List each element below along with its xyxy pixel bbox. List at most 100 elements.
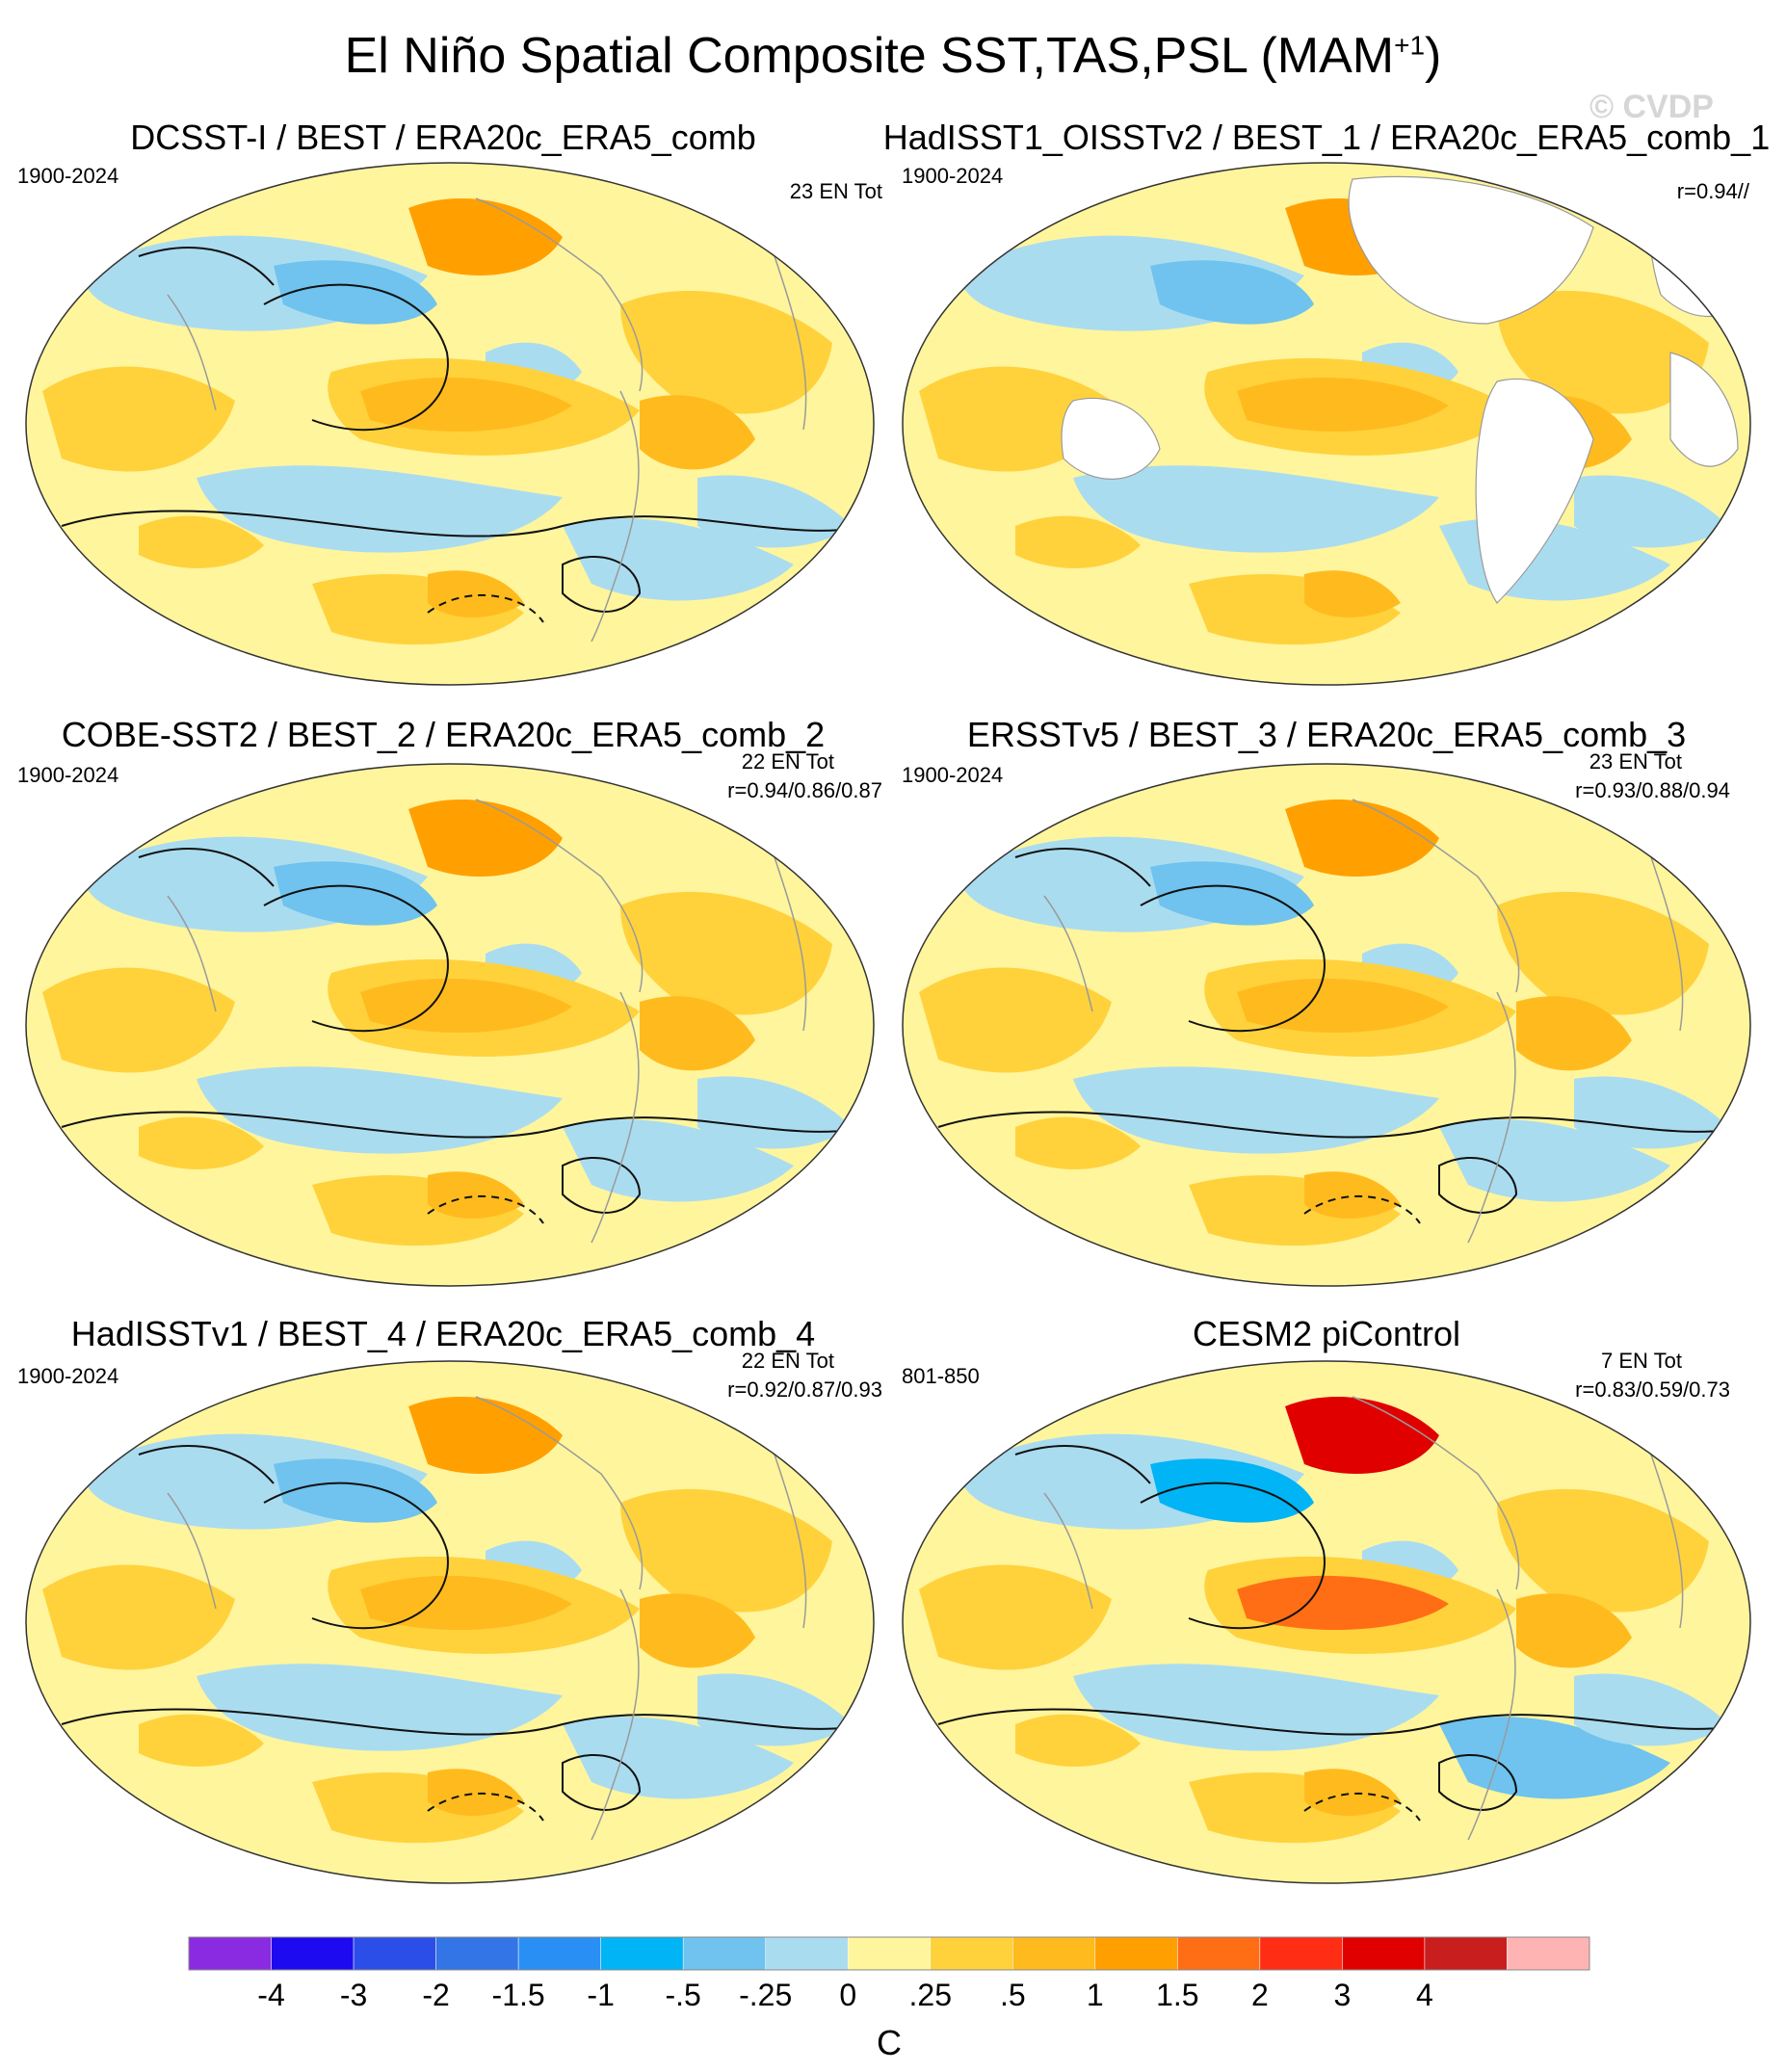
psl-contour-2: [263, 283, 449, 432]
anomaly-region-6: [42, 1564, 235, 1670]
coastline-1: [1352, 799, 1520, 993]
panel-5-title: HadISSTv1 / BEST_4 / ERA20c_ERA5_comb_4: [70, 1314, 816, 1353]
psl-contour-4: [427, 1792, 544, 1822]
anomaly-region-3: [1073, 1664, 1439, 1751]
anomaly-region-8: [1237, 377, 1449, 432]
anomaly-region-6: [919, 1564, 1112, 1670]
colorbar-frame: [188, 1936, 1590, 1971]
psl-contour-2: [263, 884, 449, 1033]
panel-2-map: [902, 162, 1751, 686]
psl-contour-2: [1140, 1482, 1326, 1630]
colorbar-swatch-14: [1259, 1936, 1343, 1971]
anomaly-region-10: [1497, 1488, 1709, 1613]
anomaly-region-14: [139, 1714, 264, 1767]
psl-contour-5: [1014, 848, 1151, 887]
psl-contour-1: [937, 1708, 1748, 1736]
coastline-1: [475, 799, 643, 993]
psl-contour-4: [427, 593, 544, 623]
colorbar-swatch-3: [353, 1936, 436, 1971]
colorbar-tick-label: .5: [999, 1978, 1026, 2012]
map-frame: [902, 1360, 1751, 1884]
land-mask-1: [1348, 175, 1594, 325]
anomaly-region-13: [428, 1769, 524, 1816]
coastline-2: [1467, 1588, 1516, 1841]
anomaly-region-2: [1150, 861, 1314, 926]
colorbar-tick-label: 2: [1250, 1978, 1269, 2012]
map-frame: [25, 1360, 875, 1884]
psl-contour-3: [562, 555, 642, 613]
psl-contour-5: [138, 247, 275, 286]
coastline-3: [167, 1492, 217, 1610]
colorbar-tick-label: -3: [339, 1978, 368, 2012]
panel-4-title: ERSSTv5 / BEST_3 / ERA20c_ERA5_comb_3: [966, 715, 1687, 754]
anomaly-region-13: [428, 1171, 524, 1219]
coastline-2: [1467, 991, 1516, 1244]
psl-contour-5: [1014, 1445, 1151, 1484]
panel-1-title: DCSST-I / BEST / ERA20c_ERA5_comb: [130, 118, 756, 157]
panel-2-title: HadISST1_OISSTv2 / BEST_1 / ERA20c_ERA5_…: [882, 118, 1771, 157]
map-frame: [902, 763, 1751, 1287]
anomaly-region-15: [1574, 1673, 1728, 1746]
panel-2-corr: r=0.94//: [1676, 179, 1749, 203]
psl-contour-2: [1140, 884, 1326, 1033]
coastline-4: [774, 856, 807, 1032]
anomaly-region-11: [640, 996, 755, 1071]
panel-4-count: 23 EN Tot: [1589, 749, 1682, 774]
colorbar-swatch-9: [847, 1936, 932, 1971]
panel-1-map: [25, 162, 875, 686]
anomaly-region-4: [563, 1119, 794, 1202]
anomaly-region-6: [919, 967, 1112, 1073]
anomaly-region-11: [640, 1593, 755, 1668]
anomaly-region-6: [42, 366, 235, 472]
colorbar-swatch-10: [930, 1936, 1013, 1971]
panel-5-period: 1900-2024: [17, 1364, 119, 1388]
anomaly-region-10: [1497, 891, 1709, 1015]
panel-1-count: 23 EN Tot: [789, 179, 882, 203]
colorbar-swatch-13: [1177, 1936, 1261, 1971]
psl-contour-4: [427, 1194, 544, 1224]
panel-4-corr: r=0.93/0.88/0.94: [1575, 778, 1730, 802]
land-mask-2: [1475, 378, 1594, 604]
anomaly-region-11: [640, 395, 755, 470]
coastline-4: [1650, 856, 1684, 1032]
anomaly-region-9: [1285, 1397, 1439, 1474]
anomaly-region-4: [563, 518, 794, 601]
anomaly-region-13: [1304, 1769, 1401, 1816]
anomaly-region-11: [1516, 996, 1632, 1071]
panel-2-period: 1900-2024: [902, 164, 1004, 188]
colorbar-tick-label: -2: [422, 1978, 450, 2012]
land-mask-3: [1061, 397, 1161, 480]
psl-contour-1: [937, 1111, 1748, 1139]
colorbar-swatch-4: [435, 1936, 519, 1971]
panel-6-map: [902, 1360, 1751, 1884]
anomaly-region-2: [274, 260, 437, 325]
colorbar-swatch-7: [682, 1936, 766, 1971]
panel-5-count: 22 EN Tot: [741, 1349, 834, 1373]
panel-4-map: [902, 763, 1751, 1287]
colorbar-tick-label: -.5: [665, 1978, 701, 2012]
coastline-2: [591, 1588, 640, 1841]
colorbar-swatch-12: [1094, 1936, 1178, 1971]
colorbar-swatch-5: [517, 1936, 601, 1971]
panel-3-corr: r=0.94/0.86/0.87: [727, 778, 882, 802]
coastline-4: [774, 255, 807, 431]
anomaly-region-3: [197, 465, 563, 553]
panel-6-corr: r=0.83/0.59/0.73: [1575, 1377, 1730, 1402]
psl-contour-4: [1303, 1194, 1421, 1224]
anomaly-region-2: [274, 861, 437, 926]
coastline-1: [1352, 1396, 1520, 1590]
colorbar-unit: C: [877, 2023, 902, 2062]
coastline-4: [1650, 1454, 1684, 1629]
psl-contour-3: [1438, 1156, 1518, 1214]
anomaly-region-15: [697, 475, 852, 548]
colorbar-swatch-17: [1507, 1936, 1590, 1971]
anomaly-field: [26, 1361, 874, 1883]
colorbar-swatch-15: [1342, 1936, 1426, 1971]
psl-contour-3: [562, 1156, 642, 1214]
map-frame: [902, 162, 1751, 686]
anomaly-region-9: [408, 800, 563, 877]
anomaly-region-15: [697, 1673, 852, 1746]
watermark: © CVDP: [1589, 89, 1714, 125]
panel-4-period: 1900-2024: [902, 763, 1004, 787]
coastline-3: [167, 294, 217, 411]
